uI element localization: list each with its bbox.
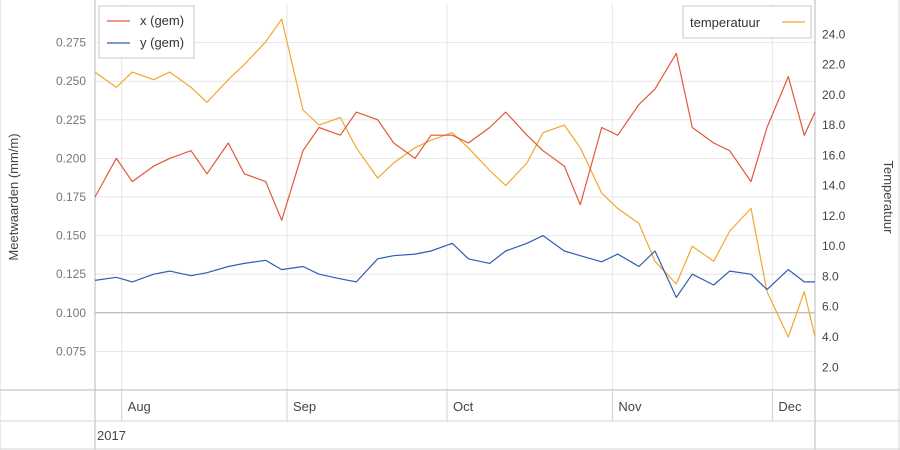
x-axis-ticks: Aug Sep Oct Nov Dec: [121, 390, 802, 421]
y-left-tick-label: 0.275: [56, 36, 86, 50]
legend-left[interactable]: x (gem) y (gem): [98, 5, 195, 59]
y-right-tick-label: 4.0: [822, 330, 839, 344]
x-month-label: Nov: [618, 399, 642, 414]
y-axis-left-ticks: 0.275 0.250 0.225 0.200 0.175 0.150 0.125 0.100…: [56, 36, 86, 359]
series-line-1: [94, 235, 815, 298]
x-axis-year-label: 2017: [97, 428, 126, 443]
legend-label: y (gem): [140, 35, 184, 50]
y-left-tick-label: 0.100: [56, 306, 86, 320]
y-right-tick-label: 18.0: [822, 118, 846, 132]
legend-left-box: [98, 5, 195, 59]
x-month-label: Aug: [128, 399, 151, 414]
series-line-2: [94, 18, 816, 338]
y-right-tick-label: 20.0: [822, 88, 846, 102]
y-left-tick-label: 0.175: [56, 190, 86, 204]
y-right-tick-label: 6.0: [822, 300, 839, 314]
legend-label: temperatuur: [690, 15, 761, 30]
grid-lines: [95, 4, 815, 390]
y-left-tick-label: 0.200: [56, 151, 86, 165]
y-right-tick-label: 10.0: [822, 239, 846, 253]
y-left-tick-label: 0.150: [56, 229, 86, 243]
y-right-tick-label: 24.0: [822, 27, 846, 41]
y-axis-left-label: Meetwaarden (mm/m): [6, 133, 21, 260]
legend-right[interactable]: temperatuur: [682, 5, 812, 39]
y-left-tick-label: 0.250: [56, 74, 86, 88]
y-right-tick-label: 8.0: [822, 269, 839, 283]
series-line-0: [94, 52, 816, 221]
y-left-tick-label: 0.225: [56, 113, 86, 127]
y-right-tick-label: 16.0: [822, 148, 846, 162]
y-right-tick-label: 14.0: [822, 179, 846, 193]
y-axis-right-label: Temperatuur: [881, 161, 896, 235]
y-axis-right-ticks: 24.0 22.0 20.0 18.0 16.0 14.0 12.0 10.0 8.0 6.0 4.…: [822, 27, 846, 374]
x-month-label: Sep: [293, 399, 316, 414]
x-month-label: Dec: [778, 399, 802, 414]
legend-label: x (gem): [140, 13, 184, 28]
y-right-tick-label: 12.0: [822, 209, 846, 223]
y-right-tick-label: 22.0: [822, 58, 846, 72]
x-month-label: Oct: [453, 399, 474, 414]
y-left-tick-label: 0.075: [56, 344, 86, 358]
series-lines: [94, 18, 816, 338]
y-right-tick-label: 2.0: [822, 360, 839, 374]
y-left-tick-label: 0.125: [56, 267, 86, 281]
